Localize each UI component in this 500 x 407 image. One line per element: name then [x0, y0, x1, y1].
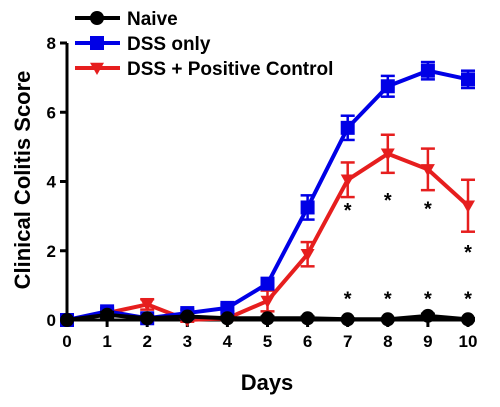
x-tick-label: 6	[303, 332, 312, 351]
data-point	[260, 276, 275, 291]
data-point	[300, 248, 315, 262]
x-tick-label: 4	[223, 332, 233, 351]
series-dss-only	[60, 60, 475, 327]
x-tick-label: 0	[62, 332, 71, 351]
legend-swatch-marker	[90, 62, 104, 75]
legend-label: Naive	[127, 9, 178, 30]
significance-annotations: * * * * * * * *	[344, 190, 472, 311]
x-tick-label: 7	[343, 332, 352, 351]
data-point	[300, 311, 315, 326]
legend-item-dss-only: DSS only	[75, 34, 211, 55]
data-point	[340, 174, 355, 187]
data-point	[420, 63, 435, 78]
data-point	[420, 164, 435, 177]
legend-item-dss-positive-control: DSS + Positive Control	[75, 59, 333, 80]
data-point	[220, 300, 235, 315]
x-tick-label: 1	[102, 332, 111, 351]
x-tick-label: 10	[459, 332, 478, 351]
significance-asterisk: *	[344, 200, 352, 222]
x-tick-label: 9	[423, 332, 432, 351]
data-point	[380, 148, 395, 161]
x-axis-label: Days	[241, 370, 294, 395]
x-tick-label: 5	[263, 332, 272, 351]
legend-label: DSS only	[127, 34, 211, 55]
y-tick-label: 4	[47, 173, 57, 192]
y-tick-label: 6	[47, 103, 56, 122]
series-dss-positive-control	[60, 133, 475, 327]
significance-asterisk: *	[424, 288, 432, 310]
y-tick-label: 2	[47, 242, 56, 261]
legend-item-naive: Naive	[75, 9, 178, 30]
data-point	[180, 309, 195, 324]
data-point	[380, 312, 395, 327]
y-axis-label: Clinical Colitis Score	[10, 71, 35, 290]
data-point	[100, 307, 115, 322]
data-point	[260, 311, 275, 326]
series-naive	[60, 307, 475, 327]
legend-swatch-marker	[90, 36, 104, 50]
y-tick-label: 8	[47, 34, 56, 53]
series-layer	[60, 60, 475, 327]
data-point	[420, 308, 435, 323]
x-tick-label: 2	[142, 332, 151, 351]
data-point	[220, 311, 235, 326]
significance-asterisk: *	[464, 288, 472, 310]
significance-asterisk: *	[384, 288, 392, 310]
legend-swatch-marker	[90, 11, 104, 25]
significance-asterisk: *	[424, 198, 432, 220]
data-point	[340, 312, 355, 327]
data-point	[461, 200, 475, 213]
data-point	[140, 311, 155, 326]
x-tick-label: 8	[383, 332, 392, 351]
data-point	[60, 313, 74, 327]
y-tick-label: 0	[47, 311, 56, 330]
significance-asterisk: *	[344, 288, 352, 310]
significance-asterisk: *	[464, 242, 472, 264]
significance-asterisk: *	[384, 190, 392, 212]
legend: Naive DSS only DSS + Positive Control	[75, 9, 333, 80]
data-point	[340, 120, 355, 135]
data-point	[461, 312, 475, 327]
data-point	[260, 295, 275, 308]
legend-label: DSS + Positive Control	[127, 59, 333, 80]
data-point	[461, 72, 475, 87]
data-point	[380, 79, 395, 94]
data-point	[300, 200, 315, 215]
x-tick-label: 3	[183, 332, 192, 351]
data-point	[140, 299, 155, 312]
